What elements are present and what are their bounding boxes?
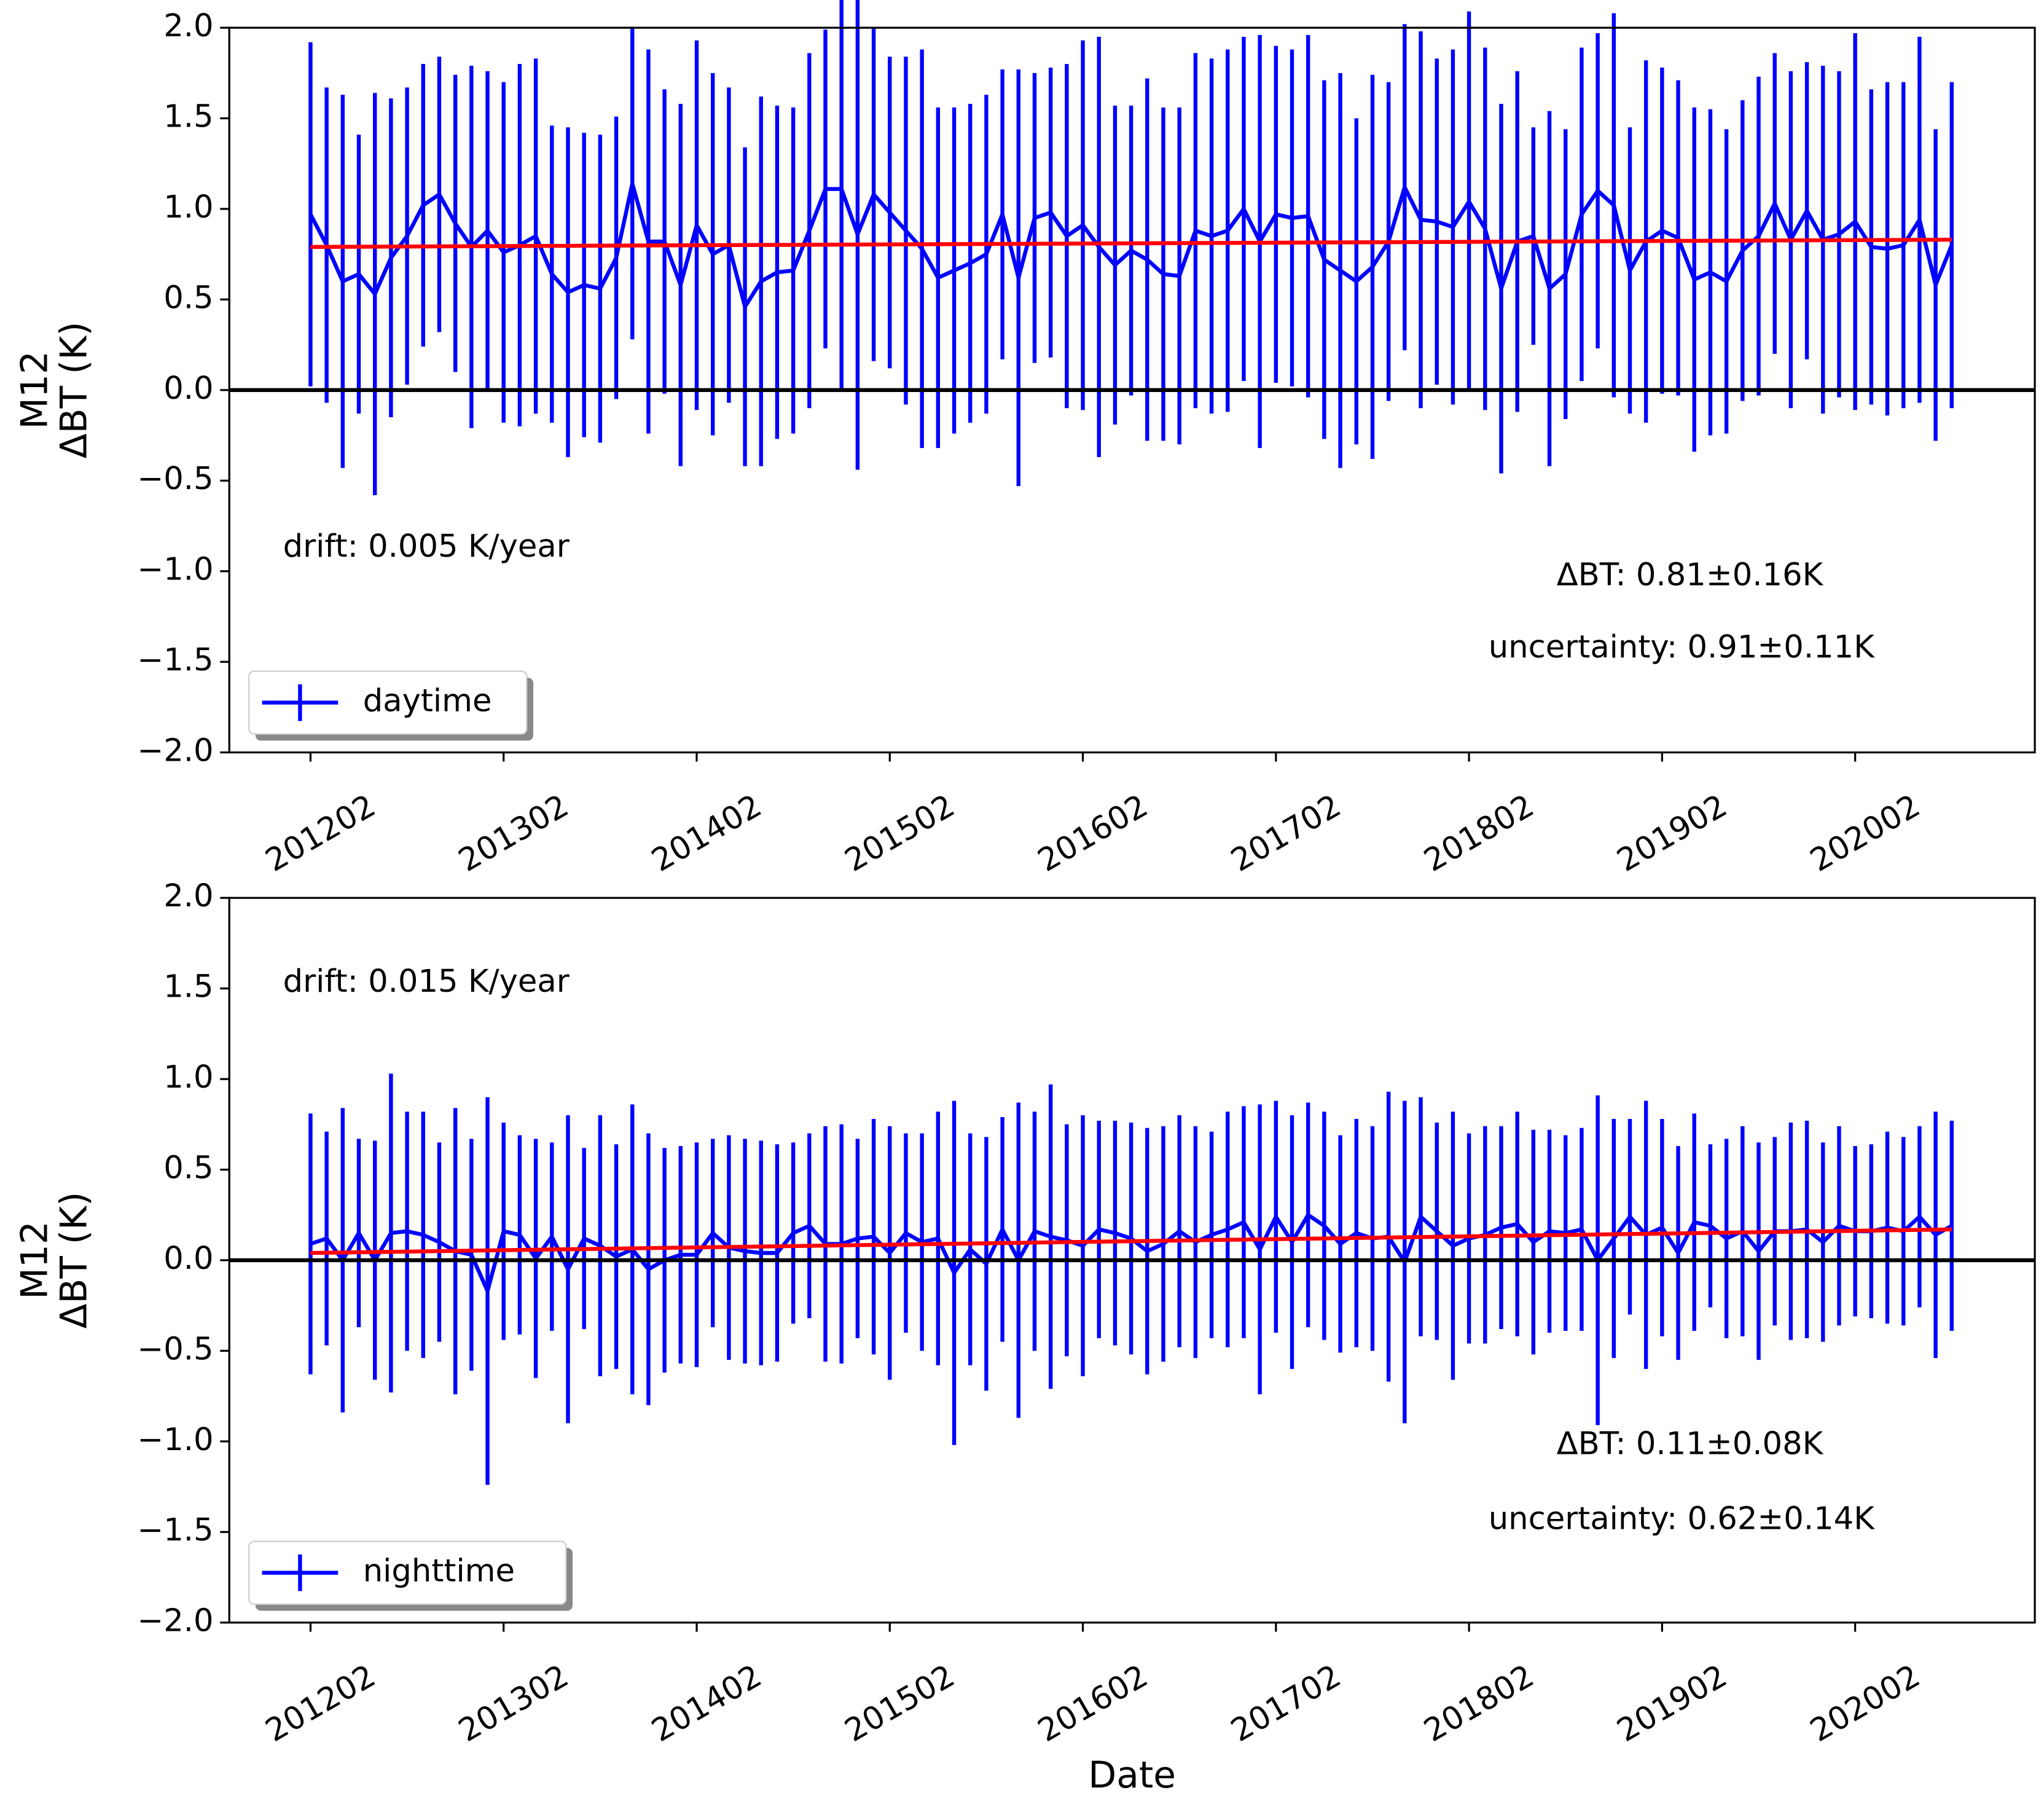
x-tick-label: 201402 bbox=[646, 1657, 768, 1749]
y-tick-label: −2.0 bbox=[137, 1603, 213, 1639]
y-tick-label: 0.0 bbox=[163, 370, 213, 407]
x-tick-label: 201902 bbox=[1611, 1657, 1733, 1749]
y-tick-label: −2.0 bbox=[137, 732, 213, 769]
annotation: uncertainty: 0.62±0.14K bbox=[1489, 1500, 1875, 1537]
legend-box bbox=[248, 670, 528, 735]
data-line bbox=[310, 1212, 1953, 1297]
annotation: ΔBT: 0.81±0.16K bbox=[1557, 557, 1824, 594]
y-tick-label: 1.0 bbox=[163, 189, 213, 226]
annotation: ΔBT: 0.11±0.08K bbox=[1557, 1426, 1824, 1462]
annotation: drift: 0.005 K/year bbox=[283, 528, 570, 565]
x-tick-label: 201802 bbox=[1418, 1657, 1540, 1749]
annotation: drift: 0.015 K/year bbox=[283, 963, 570, 1000]
x-tick-label: 201302 bbox=[452, 1657, 574, 1749]
y-tick-label: −1.0 bbox=[137, 1421, 213, 1458]
annotation: uncertainty: 0.91±0.11K bbox=[1489, 629, 1875, 665]
x-tick-label: 201402 bbox=[646, 787, 768, 879]
y-tick-label: 2.0 bbox=[163, 877, 213, 914]
x-tick-label: 201202 bbox=[259, 1657, 382, 1749]
y-axis-label: M12 bbox=[14, 351, 56, 429]
y-tick-label: −0.5 bbox=[137, 460, 213, 497]
axes-frame bbox=[228, 897, 2036, 1624]
y-axis-label: ΔBT (K) bbox=[53, 321, 95, 458]
legend-box bbox=[248, 1540, 567, 1605]
x-tick-label: 202002 bbox=[1804, 787, 1926, 879]
x-tick-label: 201802 bbox=[1418, 787, 1540, 879]
y-tick-label: 0.0 bbox=[163, 1240, 213, 1277]
legend-label: nighttime bbox=[363, 1553, 515, 1590]
y-axis-label: ΔBT (K) bbox=[53, 1191, 95, 1328]
x-tick-label: 201302 bbox=[452, 787, 574, 879]
x-tick-label: 201502 bbox=[839, 1657, 961, 1749]
trend-line bbox=[310, 1227, 1952, 1255]
x-axis-label: Date bbox=[1088, 1754, 1176, 1797]
y-tick-label: 1.5 bbox=[163, 968, 213, 1005]
x-tick-label: 201702 bbox=[1225, 1657, 1347, 1749]
data-line bbox=[308, 181, 1954, 312]
trend-line bbox=[310, 237, 1952, 249]
x-tick-label: 201602 bbox=[1032, 787, 1154, 879]
y-tick-label: 1.0 bbox=[163, 1059, 213, 1096]
x-tick-label: 201702 bbox=[1225, 787, 1347, 879]
y-tick-label: 0.5 bbox=[163, 1150, 213, 1187]
y-tick-label: −0.5 bbox=[137, 1330, 213, 1367]
x-tick-label: 201602 bbox=[1032, 1657, 1154, 1749]
axes-frame bbox=[228, 26, 2036, 754]
x-tick-label: 201902 bbox=[1611, 787, 1733, 879]
y-tick-label: −1.5 bbox=[137, 1512, 213, 1548]
y-tick-label: 2.0 bbox=[163, 7, 213, 44]
x-tick-label: 201502 bbox=[839, 787, 961, 879]
legend-label: daytime bbox=[363, 682, 492, 719]
y-tick-label: −1.5 bbox=[137, 642, 213, 678]
y-tick-label: 1.5 bbox=[163, 98, 213, 135]
y-tick-label: 0.5 bbox=[163, 279, 213, 316]
y-tick-label: −1.0 bbox=[137, 551, 213, 588]
x-tick-label: 202002 bbox=[1804, 1657, 1926, 1749]
y-axis-label: M12 bbox=[14, 1221, 56, 1299]
x-tick-label: 201202 bbox=[259, 787, 382, 879]
